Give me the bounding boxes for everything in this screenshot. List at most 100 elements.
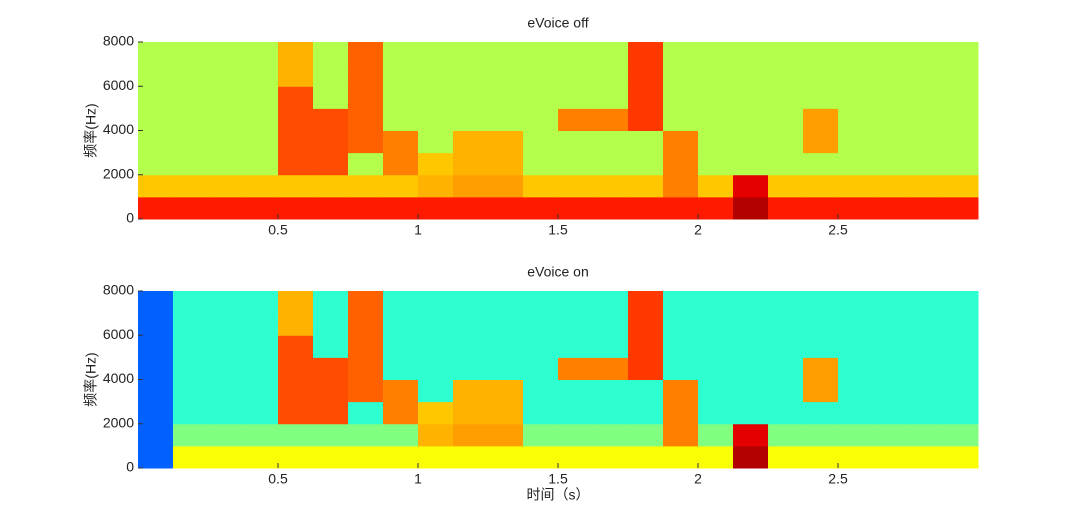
- spectrogram-cell: [348, 64, 384, 87]
- spectrogram-cell: [243, 291, 279, 314]
- spectrogram-cell: [698, 42, 734, 65]
- spectrogram-cell: [138, 445, 174, 469]
- spectrogram-cell: [488, 108, 524, 131]
- spectrogram-cell: [943, 357, 979, 380]
- spectrogram-cell: [208, 423, 244, 447]
- spectrogram-cell: [418, 64, 454, 87]
- spectrogram-cell: [138, 152, 174, 176]
- spectrogram-cell: [523, 291, 559, 314]
- spectrogram-cell: [348, 401, 384, 425]
- spectrogram-cell: [768, 152, 804, 176]
- y-axis-label: 频率(Hz): [83, 103, 99, 157]
- spectrogram-cell: [488, 379, 524, 403]
- spectrogram-cell: [488, 130, 524, 154]
- spectrogram-cell: [278, 401, 314, 425]
- spectrogram-cell: [593, 130, 629, 154]
- spectrogram-cell: [138, 108, 174, 131]
- y-tick-label: 8000: [103, 33, 134, 49]
- spectrogram-cell: [838, 313, 874, 336]
- spectrogram-cell: [313, 357, 349, 380]
- spectrogram-cell: [383, 196, 419, 220]
- spectrogram-cell: [278, 86, 314, 109]
- spectrogram-cell: [208, 445, 244, 469]
- spectrogram-cell: [243, 379, 279, 403]
- spectrogram-cell: [628, 379, 664, 403]
- spectrogram-cell: [593, 335, 629, 358]
- spectrogram-cell: [663, 379, 699, 403]
- spectrogram-cell: [418, 357, 454, 380]
- spectrogram-cell: [313, 313, 349, 336]
- spectrogram-cell: [768, 42, 804, 65]
- spectrogram-cell: [418, 401, 454, 425]
- spectrogram-cell: [278, 174, 314, 198]
- spectrogram-cell: [488, 401, 524, 425]
- spectrogram-cell: [768, 291, 804, 314]
- spectrogram-cell: [698, 152, 734, 176]
- spectrogram-cell: [908, 64, 944, 87]
- spectrogram-cell: [698, 196, 734, 220]
- spectrogram-cell: [383, 445, 419, 469]
- spectrogram-cell: [453, 291, 489, 314]
- spectrogram-cell: [908, 42, 944, 65]
- spectrogram-cell: [243, 86, 279, 109]
- spectrogram-cell: [593, 401, 629, 425]
- spectrogram-cell: [348, 152, 384, 176]
- spectrogram-cell: [593, 423, 629, 447]
- x-tick-label: 2.5: [828, 222, 848, 238]
- spectrogram-cell: [523, 357, 559, 380]
- spectrogram-cell: [208, 152, 244, 176]
- spectrogram-cell: [803, 313, 839, 336]
- spectrogram-cell: [173, 108, 209, 131]
- spectrogram-cell: [138, 196, 174, 220]
- spectrogram-cell: [453, 64, 489, 87]
- spectrogram-cell: [628, 335, 664, 358]
- spectrogram-cell: [208, 291, 244, 314]
- spectrogram-cell: [558, 42, 594, 65]
- y-tick-label: 2000: [103, 165, 134, 181]
- spectrogram-cell: [488, 42, 524, 65]
- spectrogram-cell: [138, 401, 174, 425]
- spectrogram-cell: [628, 423, 664, 447]
- spectrogram-cell: [558, 335, 594, 358]
- spectrogram-cell: [313, 108, 349, 131]
- spectrogram-cell: [173, 64, 209, 87]
- spectrogram-cell: [418, 152, 454, 176]
- spectrogram-cell: [943, 423, 979, 447]
- spectrogram-cell: [453, 174, 489, 198]
- spectrogram-cell: [873, 313, 909, 336]
- spectrogram-cell: [908, 445, 944, 469]
- spectrogram-cell: [768, 108, 804, 131]
- spectrogram-cell: [418, 313, 454, 336]
- spectrogram-cell: [488, 64, 524, 87]
- spectrogram-cell: [418, 108, 454, 131]
- spectrogram-cell: [138, 379, 174, 403]
- spectrogram-cell: [873, 335, 909, 358]
- spectrogram-cell: [943, 130, 979, 154]
- spectrogram-cell: [313, 174, 349, 198]
- spectrogram-cell: [663, 64, 699, 87]
- spectrogram-cell: [523, 174, 559, 198]
- spectrogram-cell: [838, 335, 874, 358]
- spectrogram-cell: [593, 174, 629, 198]
- spectrogram-cell: [418, 174, 454, 198]
- spectrogram-cell: [873, 379, 909, 403]
- spectrogram-cell: [873, 42, 909, 65]
- spectrogram-cell: [558, 423, 594, 447]
- spectrogram-cell: [908, 357, 944, 380]
- spectrogram-cell: [418, 130, 454, 154]
- spectrogram-cell: [908, 196, 944, 220]
- spectrogram-cell: [243, 196, 279, 220]
- spectrogram-cell: [558, 313, 594, 336]
- spectrogram-cell: [453, 42, 489, 65]
- y-tick-label: 4000: [103, 121, 134, 137]
- spectrogram-cell: [698, 291, 734, 314]
- spectrogram-cell: [873, 174, 909, 198]
- spectrogram-cell: [243, 423, 279, 447]
- spectrogram-cell: [558, 379, 594, 403]
- y-tick-label: 6000: [103, 77, 134, 93]
- spectrogram-cell: [593, 64, 629, 87]
- spectrogram-cell: [138, 423, 174, 447]
- spectrogram-cell: [313, 401, 349, 425]
- spectrogram-cell: [523, 445, 559, 469]
- spectrogram-cell: [663, 423, 699, 447]
